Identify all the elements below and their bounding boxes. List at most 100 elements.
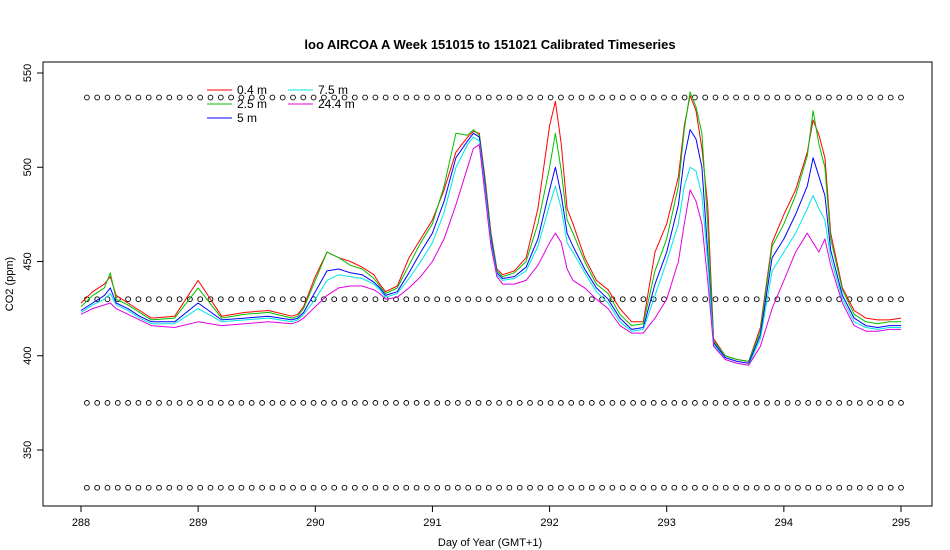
marker-point: [887, 400, 894, 406]
marker-point: [774, 484, 781, 491]
marker-point: [104, 94, 111, 101]
legend-label: 24.4 m: [318, 97, 355, 111]
marker-point: [166, 400, 173, 406]
marker-point: [485, 94, 492, 101]
marker-point: [856, 94, 863, 101]
marker-point: [362, 484, 368, 491]
y-tick-label: 500: [22, 158, 34, 176]
marker-point: [362, 94, 368, 101]
marker-point: [393, 94, 399, 101]
marker-point: [156, 484, 162, 491]
marker-point: [537, 400, 544, 406]
marker-point: [156, 400, 162, 406]
marker-point: [455, 94, 461, 101]
marker-point: [795, 94, 801, 101]
marker-point: [753, 400, 760, 406]
marker-point: [784, 296, 791, 303]
marker-point: [94, 296, 101, 303]
marker-point: [733, 484, 739, 491]
marker-point: [887, 94, 894, 101]
marker-point: [630, 94, 636, 101]
marker-point: [661, 400, 667, 406]
marker-point: [856, 400, 863, 406]
marker-point: [558, 296, 564, 303]
x-tick-label: 293: [658, 517, 676, 529]
marker-point: [217, 484, 224, 491]
marker-point: [413, 400, 420, 406]
marker-point: [166, 94, 173, 101]
marker-point: [671, 400, 678, 406]
x-tick-label: 290: [306, 517, 324, 529]
marker-point: [516, 296, 523, 303]
marker-point: [609, 94, 616, 101]
y-axis: 350 400 450 500 550: [22, 64, 43, 459]
marker-point: [630, 296, 636, 303]
marker-point: [630, 400, 636, 406]
marker-point: [846, 94, 853, 101]
marker-point: [382, 400, 389, 406]
marker-point: [382, 94, 389, 101]
marker-point: [351, 296, 358, 303]
marker-point: [527, 296, 533, 303]
marker-point: [558, 400, 564, 406]
marker-point: [558, 94, 564, 101]
marker-point: [702, 484, 709, 491]
marker-point: [290, 484, 296, 491]
marker-point: [248, 400, 255, 406]
marker-point: [702, 400, 709, 406]
marker-point: [867, 484, 873, 491]
marker-point: [692, 484, 698, 491]
marker-point: [722, 400, 729, 406]
marker-point: [588, 484, 595, 491]
marker-point: [650, 484, 657, 491]
series-line-2: [80, 129, 901, 364]
marker-point: [826, 400, 832, 406]
marker-point: [619, 94, 626, 101]
marker-point: [166, 484, 173, 491]
marker-point: [362, 296, 368, 303]
marker-point: [753, 296, 760, 303]
x-tick-label: 288: [72, 517, 90, 529]
marker-point: [259, 400, 265, 406]
x-tick-label: 289: [189, 517, 207, 529]
marker-point: [156, 94, 162, 101]
marker-point: [836, 94, 843, 101]
marker-point: [712, 400, 719, 406]
marker-point: [331, 484, 338, 491]
y-tick-label: 550: [22, 64, 34, 82]
marker-point: [795, 400, 801, 406]
marker-point: [599, 94, 605, 101]
marker-point: [279, 400, 286, 406]
marker-point: [321, 94, 327, 101]
marker-point: [248, 296, 255, 303]
marker-point: [403, 400, 410, 406]
marker-point: [403, 296, 410, 303]
marker-point: [733, 400, 739, 406]
marker-point: [640, 400, 647, 406]
marker-point: [197, 484, 204, 491]
marker-point: [187, 94, 193, 101]
marker-point: [125, 484, 131, 491]
marker-point: [568, 296, 575, 303]
marker-point: [413, 94, 420, 101]
marker-point: [537, 296, 544, 303]
marker-point: [351, 400, 358, 406]
marker-point: [341, 94, 348, 101]
marker-point: [578, 296, 585, 303]
marker-point: [279, 94, 286, 101]
marker-point: [733, 296, 739, 303]
marker-point: [558, 484, 564, 491]
marker-point: [259, 484, 265, 491]
chart-title: loo AIRCOA A Week 151015 to 151021 Calib…: [304, 37, 675, 52]
marker-point: [475, 94, 482, 101]
marker-point: [372, 94, 379, 101]
marker-point: [867, 296, 873, 303]
marker-point: [114, 484, 121, 491]
marker-point: [753, 94, 760, 101]
marker-point: [588, 400, 595, 406]
marker-point: [187, 296, 193, 303]
marker-point: [496, 484, 502, 491]
y-tick-label: 350: [22, 441, 34, 459]
marker-point: [722, 484, 729, 491]
marker-point: [547, 296, 554, 303]
